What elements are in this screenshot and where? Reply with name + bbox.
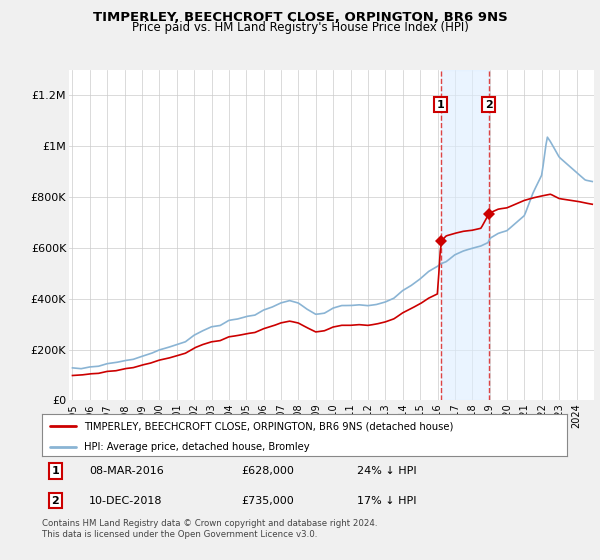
Text: HPI: Average price, detached house, Bromley: HPI: Average price, detached house, Brom… <box>84 442 310 452</box>
Text: 17% ↓ HPI: 17% ↓ HPI <box>357 496 416 506</box>
Text: 2: 2 <box>52 496 59 506</box>
Text: 1: 1 <box>437 100 445 110</box>
Text: 24% ↓ HPI: 24% ↓ HPI <box>357 466 416 476</box>
Text: TIMPERLEY, BEECHCROFT CLOSE, ORPINGTON, BR6 9NS (detached house): TIMPERLEY, BEECHCROFT CLOSE, ORPINGTON, … <box>84 421 454 431</box>
Text: £735,000: £735,000 <box>241 496 294 506</box>
Text: Price paid vs. HM Land Registry's House Price Index (HPI): Price paid vs. HM Land Registry's House … <box>131 21 469 34</box>
Text: TIMPERLEY, BEECHCROFT CLOSE, ORPINGTON, BR6 9NS: TIMPERLEY, BEECHCROFT CLOSE, ORPINGTON, … <box>92 11 508 24</box>
Bar <box>441 70 488 400</box>
Text: £628,000: £628,000 <box>241 466 295 476</box>
Text: Contains HM Land Registry data © Crown copyright and database right 2024.
This d: Contains HM Land Registry data © Crown c… <box>42 519 377 539</box>
Text: 08-MAR-2016: 08-MAR-2016 <box>89 466 164 476</box>
Text: 1: 1 <box>52 466 59 476</box>
Text: 2: 2 <box>485 100 493 110</box>
Text: 10-DEC-2018: 10-DEC-2018 <box>89 496 163 506</box>
